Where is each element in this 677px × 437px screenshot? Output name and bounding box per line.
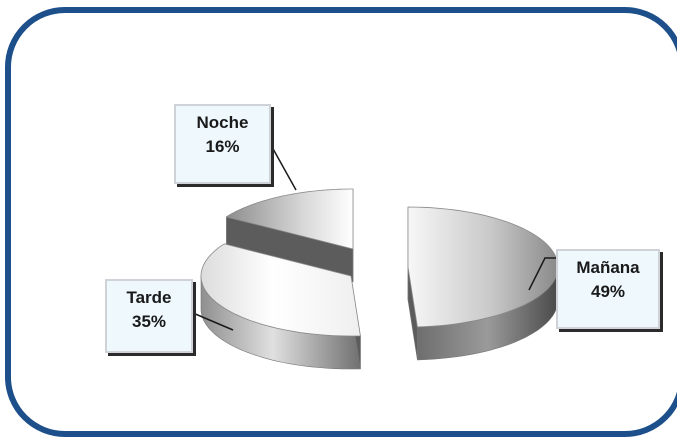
slice-value-manana: 49%	[590, 282, 626, 301]
leader-line-manana	[528, 257, 556, 291]
slice-value-tarde: 35%	[131, 312, 167, 331]
slice-top-noche	[225, 188, 354, 250]
data-label-noche: Noche 16%	[174, 104, 271, 184]
leader-line-tarde	[192, 312, 234, 331]
slices-layer	[200, 188, 559, 370]
slice-label-noche: Noche	[196, 113, 249, 132]
data-label-tarde: Tarde 35%	[105, 279, 193, 353]
data-label-manana: Mañana 49%	[556, 249, 660, 329]
leaders-layer	[192, 137, 556, 331]
leader-line-noche	[266, 137, 297, 191]
slice-value-noche: 16%	[205, 137, 240, 156]
chart-container: Noche 16% Tarde 35% Mañana 49%	[5, 7, 677, 437]
slice-top-tarde	[200, 243, 361, 337]
pie-slice-tarde	[200, 243, 361, 370]
pie-chart	[192, 137, 559, 370]
slice-label-tarde: Tarde	[126, 288, 172, 307]
slice-label-manana: Mañana	[576, 258, 640, 277]
pie-slice-manana	[407, 206, 559, 361]
